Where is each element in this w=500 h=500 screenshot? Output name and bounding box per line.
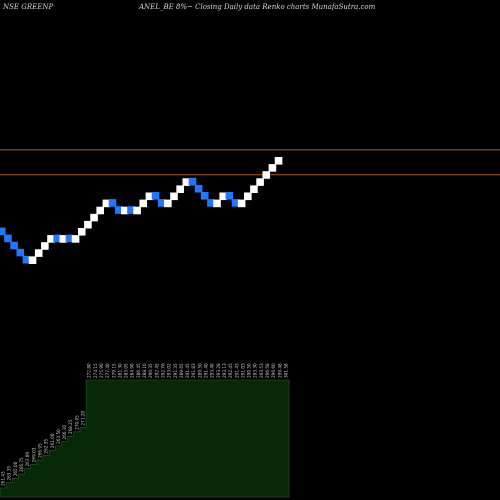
renko-brick-8 [41,242,49,250]
volume-label-36: 293.28 [216,363,221,378]
volume-label-6: 269.03 [31,447,36,462]
volume-label-3: 265.00 [13,461,18,476]
renko-brick-27 [157,199,166,207]
renko-brick-26 [151,192,160,200]
renko-brick-38 [225,192,234,200]
renko-brick-22 [127,206,135,214]
renko-brick-39 [231,199,240,207]
volume-label-19: 279.15 [111,363,116,378]
volume-label-5: 267.09 [25,452,30,467]
volume-label-21: 283.05 [124,363,129,378]
renko-brick-4 [16,248,25,257]
renko-brick-40 [237,199,246,208]
volume-label-20: 281.30 [117,363,122,378]
renko-brick-37 [219,192,227,201]
volume-label-47: 301.58 [283,363,288,378]
volume-label-33: 289.50 [197,363,202,378]
volume-label-35: 293.40 [210,363,215,378]
renko-brick-28 [164,199,172,208]
renko-brick-3 [10,241,18,250]
volume-label-44: 296.58 [265,363,270,378]
renko-brick-19 [108,199,117,207]
renko-brick-2 [4,234,12,243]
volume-label-27: 292.78 [160,363,165,378]
volume-label-9: 261.00 [50,433,55,448]
volume-label-10: 263.50 [56,429,61,444]
volume-label-30: 289.65 [179,363,184,378]
renko-brick-12 [65,234,74,243]
volume-label-16: 274.15 [93,363,98,378]
renko-brick-45 [268,164,277,172]
renko-brick-17 [96,206,104,215]
renko-brick-29 [170,192,178,201]
symbol-label: NSE GREENP [3,3,54,11]
volume-label-7: 266.95 [37,443,42,458]
volume-label-28: 293.02 [167,363,172,378]
volume-label-4: 266.75 [19,457,24,472]
volume-label-40: 291.03 [240,363,245,378]
volume-label-24: 288.10 [142,363,147,378]
renko-brick-44 [262,171,271,179]
renko-brick-35 [207,199,215,207]
renko-brick-21 [121,206,129,215]
volume-label-31: 291.45 [185,363,190,378]
renko-brick-1 [0,227,6,236]
renko-brick-43 [256,178,264,186]
volume-label-37: 293.13 [222,363,227,378]
volume-label-22: 284.90 [130,363,135,378]
volume-label-18: 277.40 [105,363,110,378]
renko-brick-33 [194,184,203,193]
volume-label-34: 291.40 [204,363,209,378]
chart-title: ANEL_BE 8%~ Closing Daily data Renko cha… [139,3,376,11]
renko-brick-15 [84,220,92,229]
volume-label-38: 292.45 [228,363,233,378]
volume-label-12: 268.25 [68,419,73,434]
volume-label-39: 291.43 [234,363,239,378]
volume-label-23: 286.45 [136,363,141,378]
volume-label-13: 270.05 [74,415,79,430]
volume-label-32: 291.83 [191,363,196,378]
renko-brick-11 [59,235,68,243]
volume-label-46: 299.48 [277,363,282,378]
renko-brick-23 [133,206,141,215]
renko-brick-16 [90,213,98,222]
renko-brick-31 [182,178,191,186]
renko-brick-46 [274,157,283,165]
renko-brick-7 [34,249,43,257]
renko-brick-14 [77,228,86,236]
volume-label-8: 262.35 [44,439,49,454]
renko-brick-42 [250,185,258,193]
renko-brick-6 [28,256,37,264]
volume-label-1: 261.43 [1,471,6,486]
volume-label-2: 263.35 [7,466,12,481]
renko-brick-25 [145,192,154,201]
volume-label-43: 293.53 [259,363,264,378]
renko-brick-30 [176,185,184,193]
renko-brick-34 [200,192,209,200]
volume-label-14: 271.20 [81,411,86,426]
volume-label-29: 291.35 [173,363,178,378]
volume-label-15: 272.80 [87,363,92,378]
renko-brick-10 [53,234,61,243]
renko-brick-13 [71,235,80,243]
volume-label-25: 290.35 [148,363,153,378]
renko-brick-18 [102,199,111,208]
renko-brick-9 [47,235,55,243]
volume-area [0,379,290,498]
renko-brick-32 [188,177,197,186]
renko-brick-20 [114,206,123,214]
renko-brick-5 [22,255,31,264]
volume-label-11: 266.10 [62,425,67,440]
renko-brick-41 [244,192,252,201]
renko-brick-24 [139,199,148,208]
volume-label-41: 290.50 [247,363,252,378]
volume-label-45: 296.60 [271,363,276,378]
volume-label-17: 275.90 [99,363,104,378]
renko-brick-36 [213,199,221,208]
volume-label-42: 293.30 [253,363,258,378]
volume-label-26: 292.45 [154,363,159,378]
